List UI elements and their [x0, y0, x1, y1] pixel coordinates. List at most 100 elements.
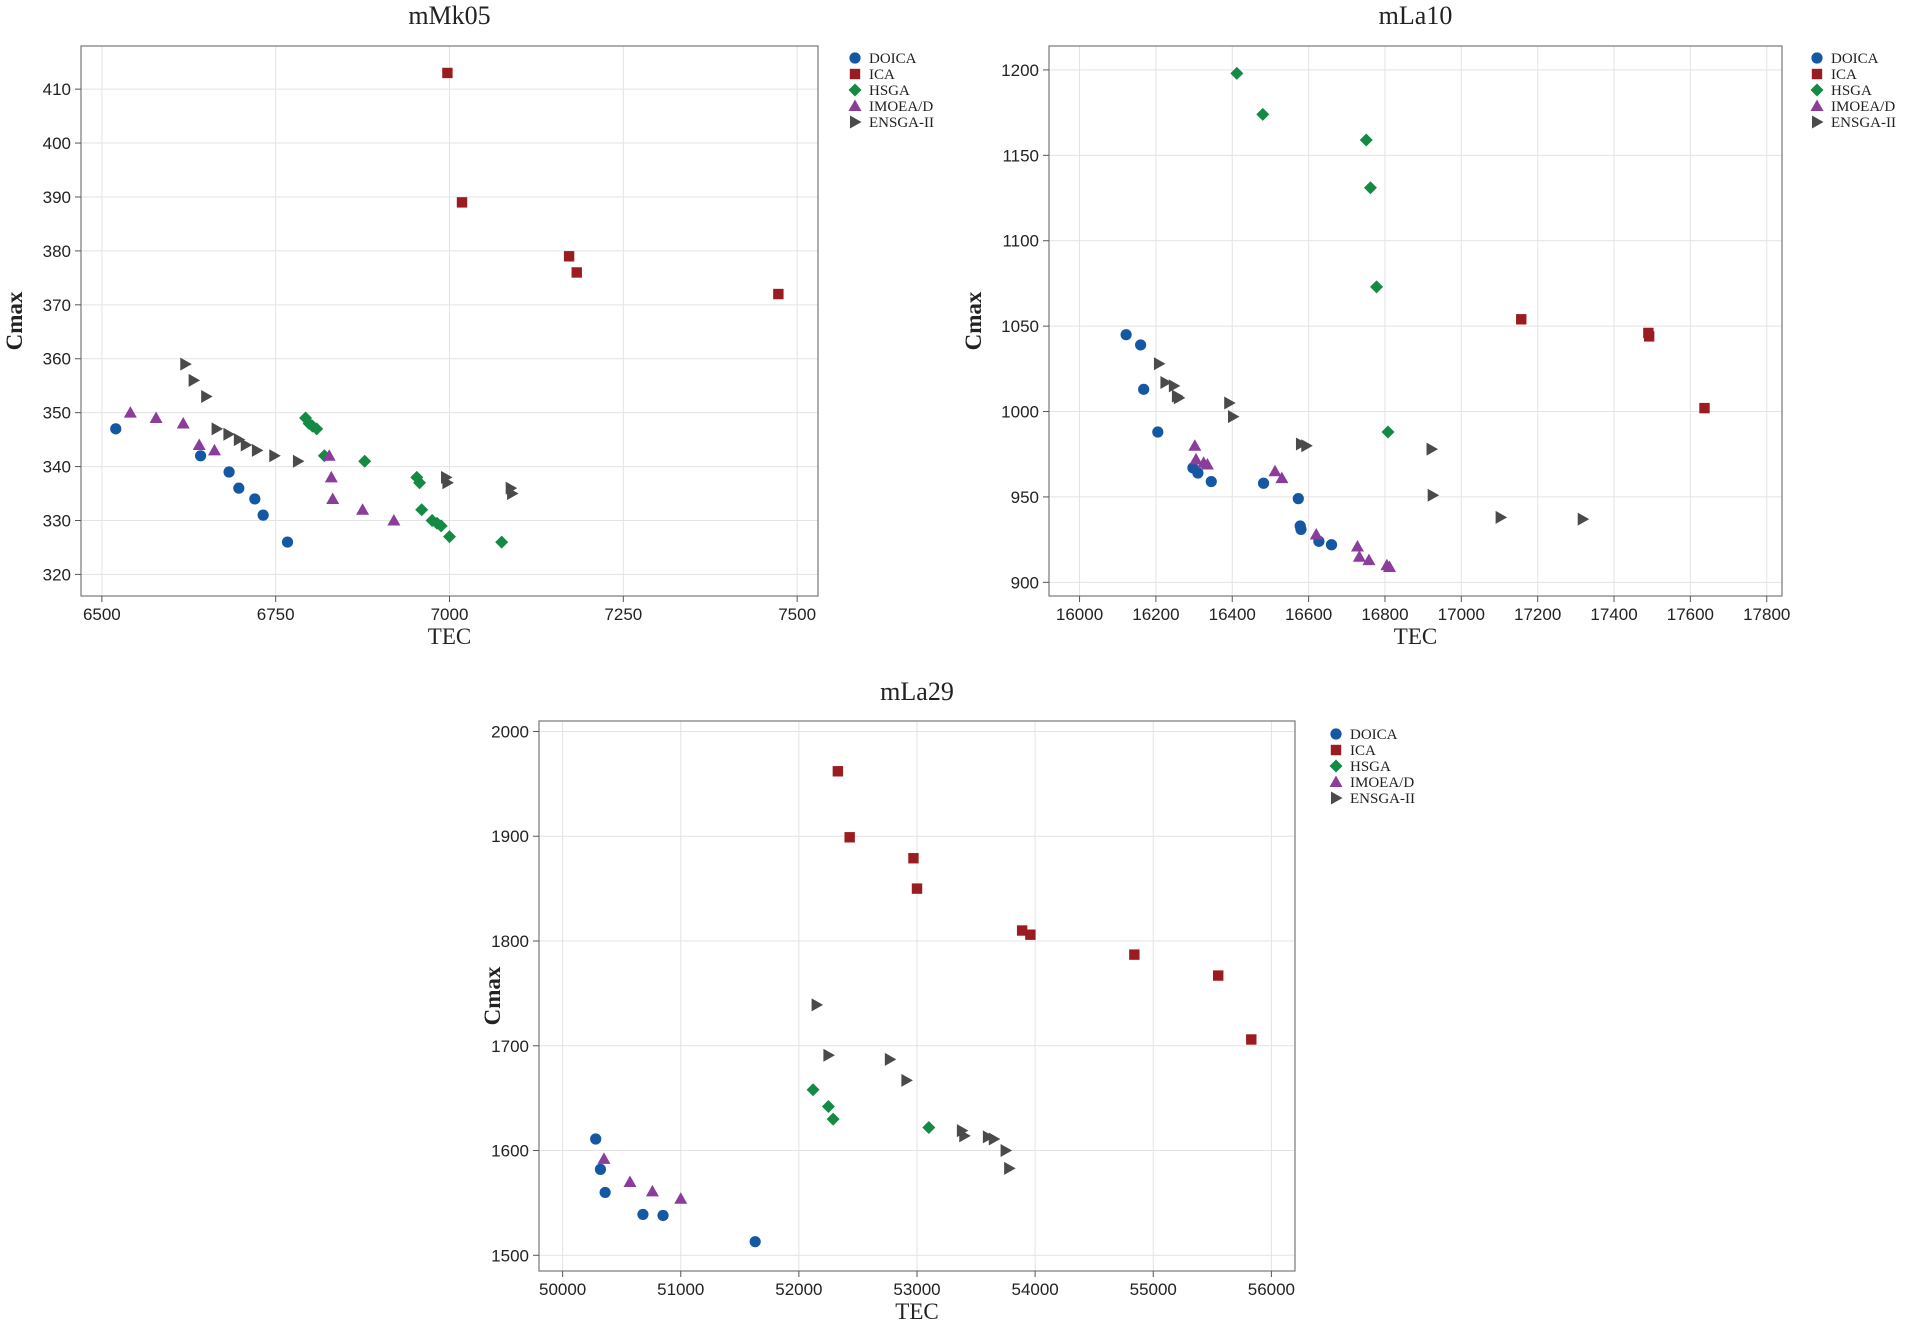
chart-title: mLa29	[880, 677, 954, 706]
series-DOICA	[590, 1133, 761, 1248]
x-tick-label: 7500	[778, 605, 816, 624]
x-tick-label: 51000	[657, 1280, 704, 1299]
data-point	[1246, 1034, 1257, 1045]
data-point	[1352, 550, 1366, 562]
data-point	[207, 443, 221, 456]
plot-frame	[1048, 45, 1783, 597]
data-point	[806, 1083, 820, 1097]
data-point	[1153, 357, 1166, 371]
data-point	[1363, 181, 1377, 195]
legend-marker	[849, 52, 861, 64]
y-axis-label: Cmax	[2, 291, 27, 350]
x-tick-label: 6750	[257, 605, 295, 624]
data-point	[590, 1133, 602, 1145]
data-point	[1359, 133, 1373, 147]
data-point	[223, 466, 235, 478]
x-tick-label: 6500	[83, 605, 121, 624]
data-point	[832, 766, 844, 777]
legend-marker	[850, 115, 862, 129]
series-ICA	[832, 766, 1257, 1045]
data-point	[563, 251, 575, 262]
series-DOICA	[110, 423, 294, 548]
legend-marker	[1329, 775, 1343, 787]
y-tick-label: 1600	[491, 1142, 529, 1161]
data-point	[269, 449, 281, 463]
legend-marker	[848, 83, 862, 97]
x-tick-label: 17400	[1590, 605, 1637, 624]
series-IMOEA/D	[597, 1152, 688, 1204]
data-point	[1152, 426, 1164, 438]
data-point	[1173, 391, 1186, 405]
y-tick-label: 1200	[1001, 61, 1039, 80]
y-tick-label: 400	[43, 134, 71, 153]
data-point	[1004, 1161, 1016, 1175]
data-point	[310, 422, 324, 436]
data-point	[1213, 970, 1224, 981]
data-point	[1000, 1144, 1013, 1158]
data-point	[1120, 329, 1132, 341]
data-point	[1129, 949, 1140, 960]
legend-marker	[1811, 52, 1823, 64]
legend-marker	[1810, 99, 1824, 111]
data-point	[281, 536, 294, 548]
data-point	[180, 357, 192, 371]
y-tick-label: 1900	[491, 827, 529, 846]
y-tick-label: 350	[43, 404, 71, 423]
data-point	[495, 535, 509, 549]
legend-label: HSGA	[1831, 83, 1872, 99]
data-point	[249, 493, 261, 505]
legend-label: ENSGA-II	[1350, 791, 1415, 807]
y-tick-label: 1500	[491, 1246, 529, 1265]
legend-marker	[1331, 791, 1343, 805]
data-point	[192, 438, 206, 451]
data-point	[599, 1186, 611, 1199]
data-point	[1362, 553, 1376, 566]
data-point	[211, 422, 224, 436]
chart-title: mMk05	[408, 1, 490, 30]
data-point	[821, 1100, 835, 1114]
y-tick-label: 900	[1011, 573, 1039, 592]
data-point	[597, 1152, 611, 1164]
data-point	[358, 454, 372, 468]
data-point	[1301, 439, 1313, 453]
y-axis-label: Cmax	[961, 291, 986, 350]
y-tick-label: 950	[1011, 488, 1039, 507]
data-point	[749, 1236, 761, 1248]
legend-marker	[1810, 83, 1824, 97]
data-point	[657, 1209, 669, 1222]
data-point	[1025, 929, 1036, 940]
y-axis-label: Cmax	[480, 966, 505, 1025]
x-tick-label: 17600	[1667, 605, 1714, 624]
x-tick-label: 16600	[1285, 605, 1332, 624]
data-point	[884, 1052, 897, 1066]
data-point	[456, 197, 468, 208]
legend-marker	[1329, 759, 1343, 773]
legend-label: IMOEA/D	[1831, 99, 1895, 115]
series-HSGA	[1230, 66, 1395, 439]
data-point	[322, 449, 336, 461]
data-point	[507, 487, 519, 501]
data-point	[823, 1048, 835, 1062]
series-ENSGA-II	[811, 998, 1016, 1175]
y-tick-label: 380	[43, 242, 71, 261]
data-point	[1268, 464, 1282, 477]
data-point	[413, 476, 427, 490]
data-point	[1230, 66, 1244, 80]
data-point	[1160, 375, 1172, 389]
data-point	[123, 406, 137, 418]
series-ICA	[442, 67, 784, 300]
data-point	[911, 883, 923, 894]
x-tick-label: 16200	[1132, 605, 1179, 624]
series-IMOEA/D	[123, 406, 401, 526]
data-point	[811, 998, 824, 1012]
data-point	[1224, 396, 1236, 410]
legend-label: IMOEA/D	[869, 99, 933, 115]
data-point	[1228, 410, 1240, 424]
chart-mMk05: 6500 6750 7000 7250 7500 320 330 340 350 360 370 38…	[2, 1, 934, 649]
data-point	[773, 288, 784, 300]
chart-mLa10: 16000 16200 16400 16600 16800 17000 17200 17400…	[961, 1, 1896, 649]
data-point	[415, 503, 429, 517]
